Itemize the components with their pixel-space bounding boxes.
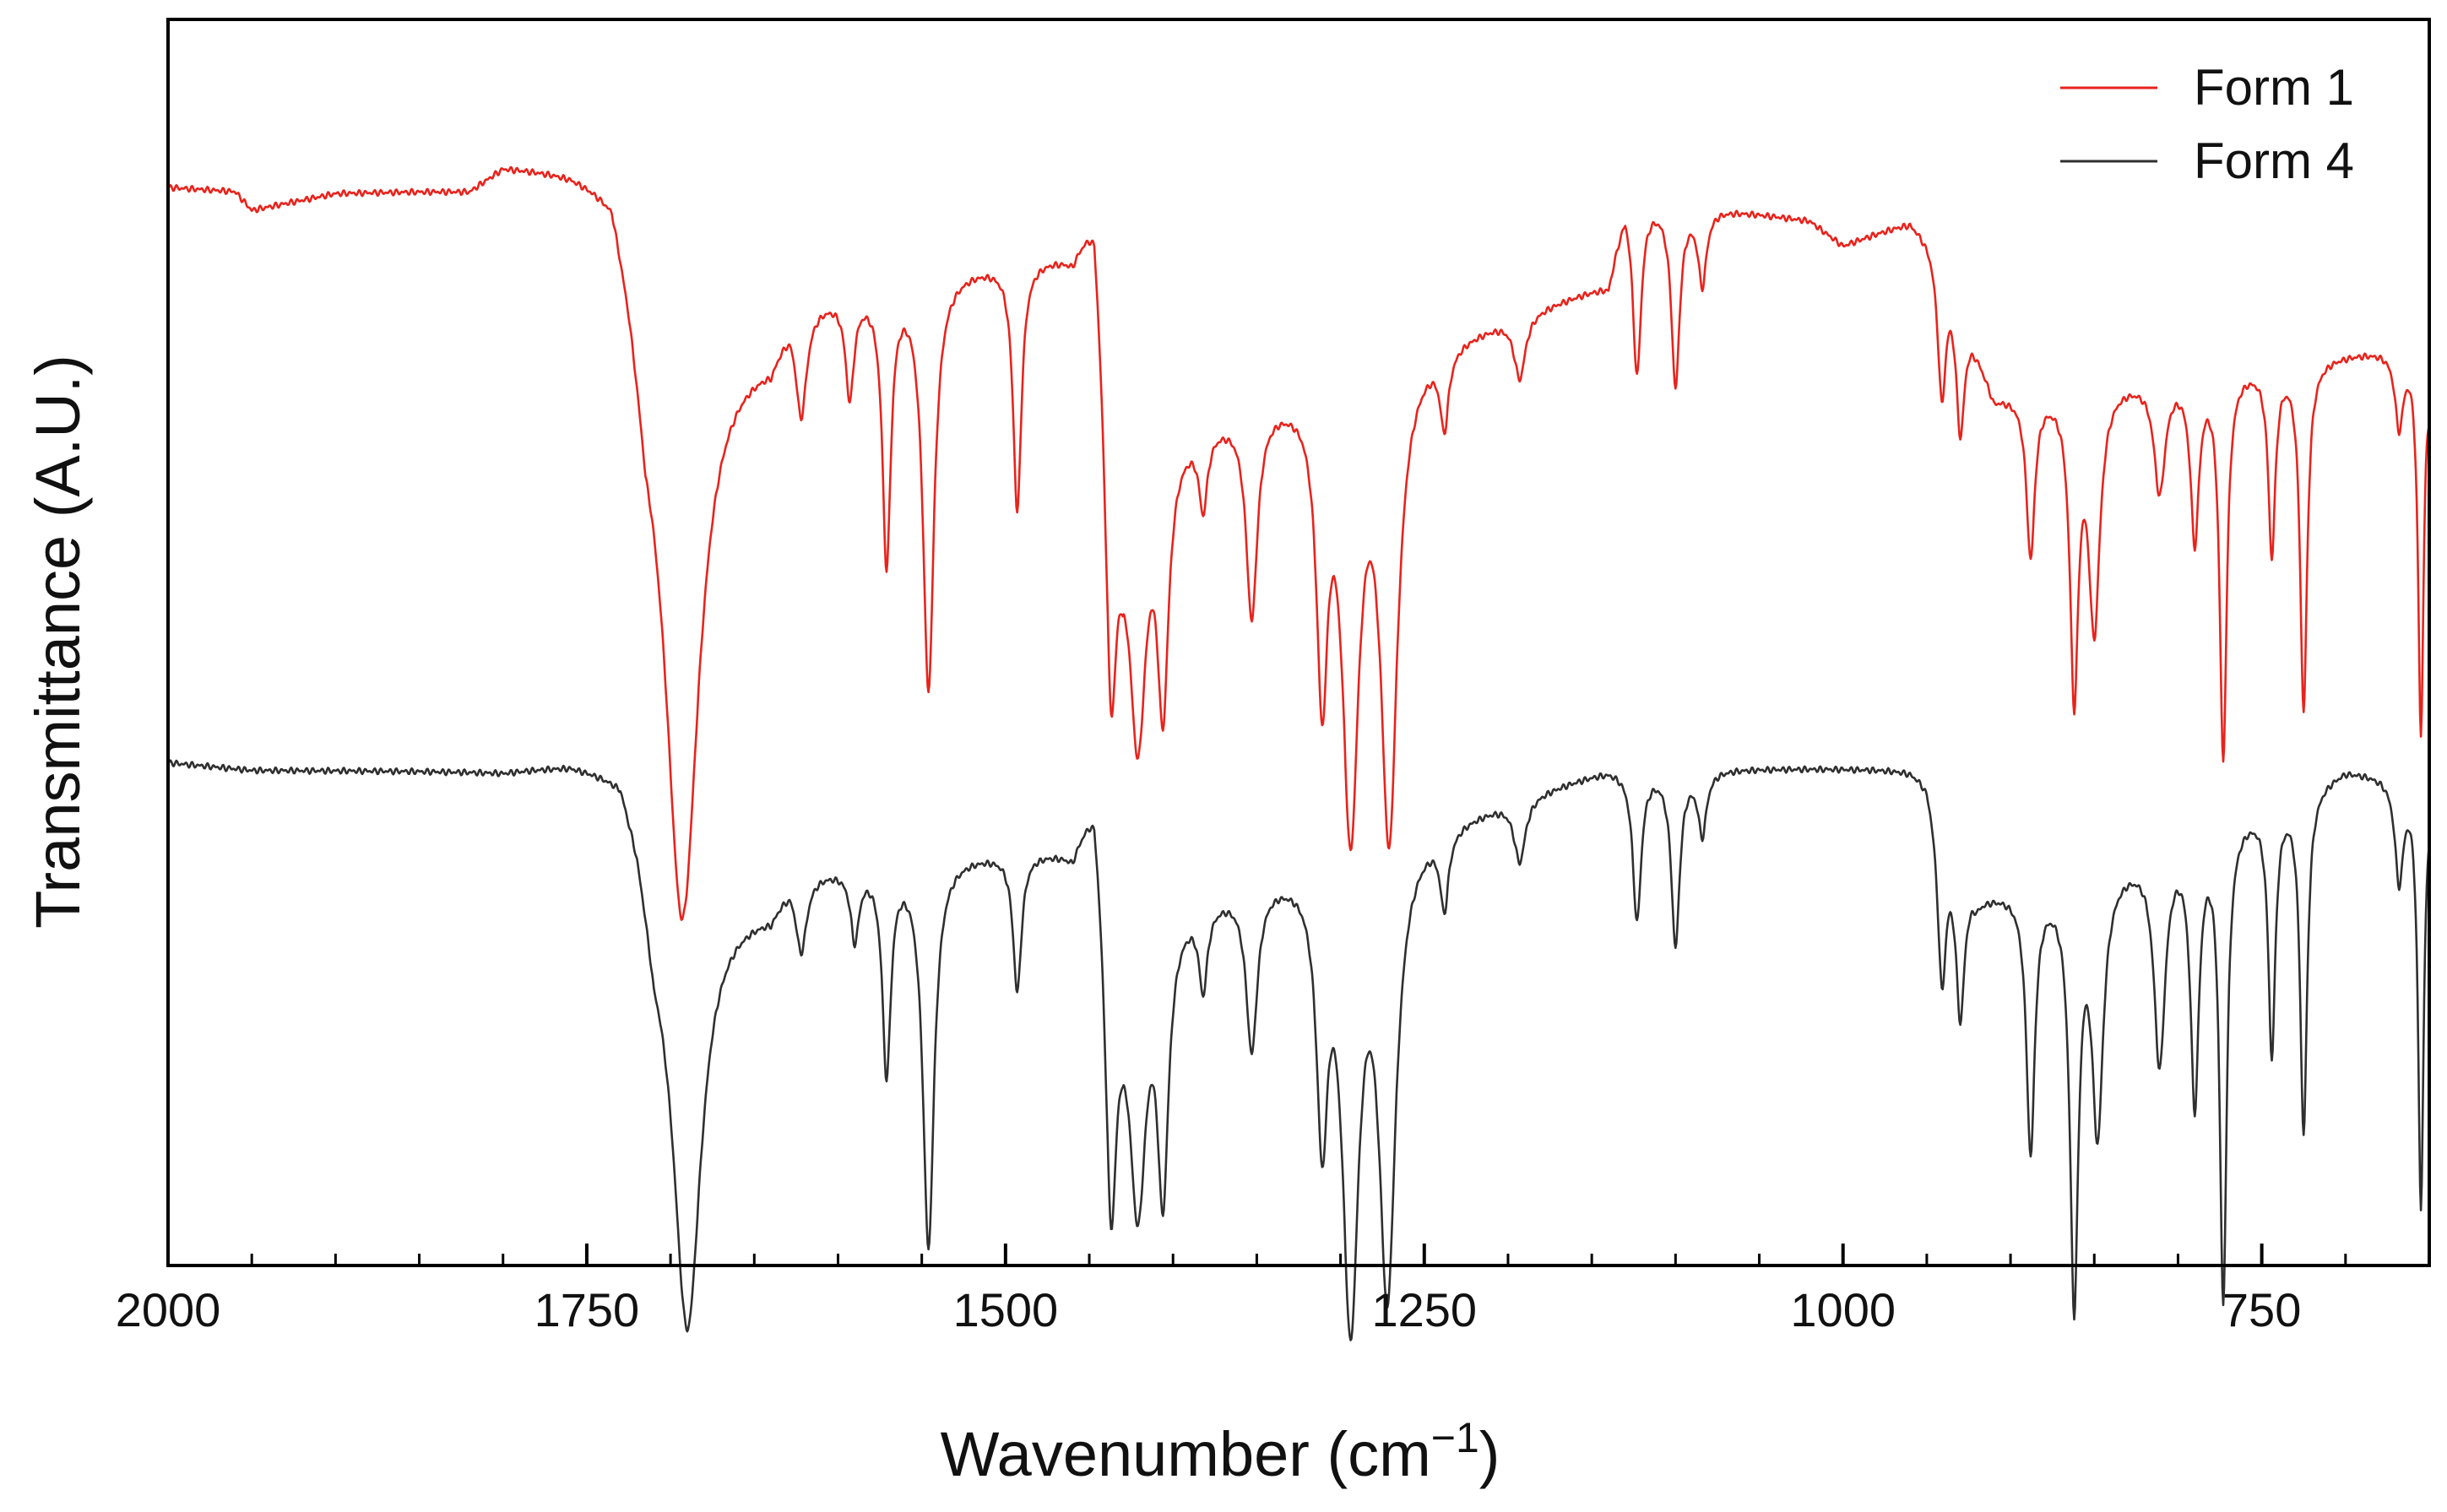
legend-label-form-1: Form 1 — [2194, 59, 2354, 116]
plot-frame — [166, 18, 2431, 1267]
x-axis-ticks — [166, 1244, 2347, 1265]
x-axis-title-superscript: −1 — [1431, 1414, 1479, 1461]
series-layer — [166, 165, 2431, 1341]
series-line-form-1 — [166, 165, 2431, 921]
x-tick-label: 1750 — [534, 1283, 640, 1336]
legend-label-form-4: Form 4 — [2194, 133, 2354, 189]
x-tick-label: 2000 — [116, 1283, 221, 1336]
legend: Form 1 Form 4 — [2060, 59, 2354, 189]
x-axis-tick-labels: 2000 1750 1500 1250 1000 750 — [116, 1283, 2302, 1336]
series-line-form-4 — [167, 759, 2431, 1341]
x-axis-title: Wavenumber (cm−1) — [941, 1414, 1500, 1489]
x-tick-label: 1250 — [1371, 1283, 1477, 1336]
y-axis-title: Transmittance (A.U.) — [23, 355, 93, 929]
x-tick-label: 1000 — [1790, 1283, 1896, 1336]
x-tick-label: 1500 — [953, 1283, 1059, 1336]
x-tick-label: 750 — [2222, 1283, 2301, 1336]
